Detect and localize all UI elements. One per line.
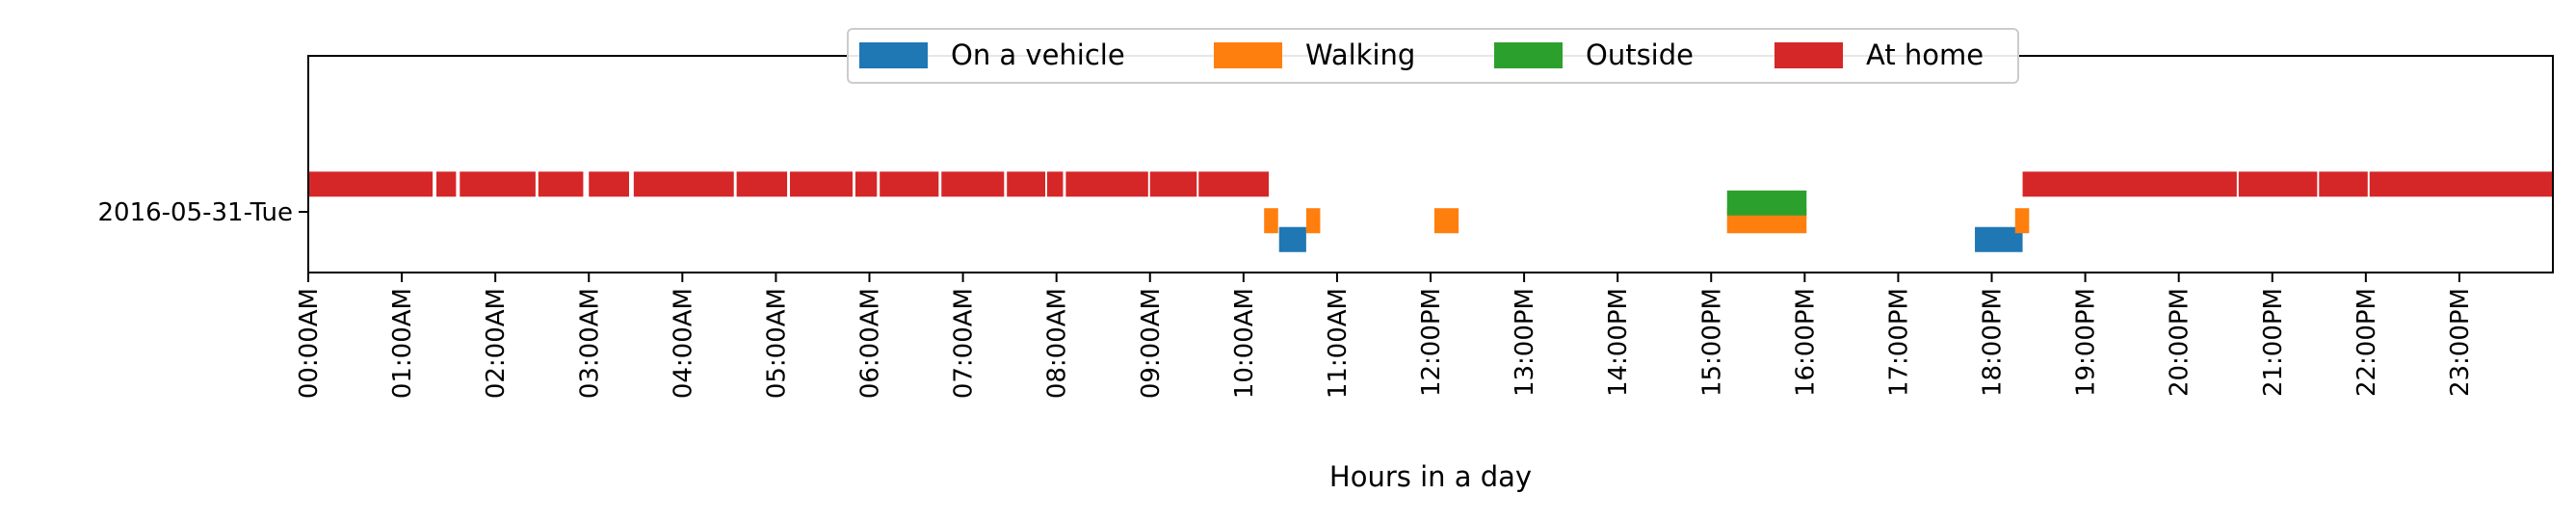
y-axis: 2016-05-31-Tue: [97, 198, 308, 227]
at-home-bar-6: [736, 171, 788, 197]
outside-bar-0: [1726, 190, 1807, 216]
x-axis: 00:00AM 01:00AM 02:00AM 03:00AM 04:00AM 05:00…: [295, 273, 2475, 399]
series-at-home: [308, 171, 2553, 197]
x-tick-label: 09:00AM: [1137, 288, 1166, 399]
legend-swatch: [1774, 42, 1843, 68]
at-home-bar-1: [436, 171, 457, 197]
x-tick-label: 02:00AM: [482, 288, 511, 399]
x-tick-label: 14:00PM: [1604, 288, 1633, 397]
walking-bar-0: [1264, 208, 1278, 234]
x-tick-label: 13:00PM: [1511, 288, 1539, 397]
legend-swatch: [1214, 42, 1282, 68]
x-tick-label: 03:00AM: [575, 288, 604, 399]
legend-label: Walking: [1305, 39, 1415, 71]
at-home-bar-15: [1198, 171, 1270, 197]
x-tick-label: 11:00AM: [1324, 288, 1353, 399]
series-on-a-vehicle: [1278, 226, 2023, 252]
x-tick-label: 19:00PM: [2072, 288, 2101, 397]
at-home-bar-16: [2022, 171, 2237, 197]
at-home-bar-10: [941, 171, 1005, 197]
legend-entry-outside: Outside: [1494, 39, 1694, 71]
x-tick-label: 20:00PM: [2166, 288, 2195, 397]
walking-bar-1: [1305, 208, 1321, 234]
at-home-bar-17: [2238, 171, 2318, 197]
at-home-bar-4: [589, 171, 629, 197]
at-home-bar-8: [854, 171, 878, 197]
at-home-bar-2: [460, 171, 536, 197]
x-tick-label: 21:00PM: [2259, 288, 2288, 397]
at-home-bar-0: [308, 171, 434, 197]
x-tick-label: 17:00PM: [1884, 288, 1913, 397]
legend-swatch: [1494, 42, 1563, 68]
legend-entry-at-home: At home: [1774, 39, 1984, 71]
x-tick-label: 05:00AM: [762, 288, 791, 399]
at-home-bar-3: [538, 171, 584, 197]
at-home-bar-11: [1007, 171, 1046, 197]
x-tick-label: 10:00AM: [1230, 288, 1259, 399]
on-a-vehicle-bar-0: [1278, 226, 1306, 252]
legend-swatch: [859, 42, 928, 68]
x-tick-label: 04:00AM: [669, 288, 697, 399]
legend-box: [847, 28, 2019, 84]
at-home-bar-9: [880, 171, 939, 197]
legend-label: Outside: [1586, 39, 1694, 71]
activity-bars: [308, 171, 2553, 252]
legend-label: On a vehicle: [951, 39, 1125, 71]
at-home-bar-19: [2369, 171, 2553, 197]
on-a-vehicle-bar-1: [1975, 226, 2023, 252]
x-tick-label: 15:00PM: [1697, 288, 1726, 397]
legend: On a vehicle Walking Outside At home: [847, 28, 2019, 84]
series-outside: [1726, 190, 1807, 216]
walking-bar-4: [2014, 208, 2030, 234]
x-tick-label: 12:00PM: [1417, 288, 1446, 397]
x-tick-label: 07:00AM: [950, 288, 979, 399]
x-axis-label: Hours in a day: [1329, 460, 1532, 493]
legend-entry-on-a-vehicle: On a vehicle: [859, 39, 1125, 71]
walking-bar-2: [1433, 208, 1459, 234]
x-tick-label: 16:00PM: [1791, 288, 1820, 397]
x-tick-label: 22:00PM: [2353, 288, 2381, 397]
legend-entry-walking: Walking: [1214, 39, 1415, 71]
plot-area: [308, 56, 2553, 273]
at-home-bar-12: [1046, 171, 1064, 197]
at-home-bar-7: [789, 171, 854, 197]
x-tick-label: 00:00AM: [295, 288, 324, 399]
at-home-bar-14: [1149, 171, 1197, 197]
x-tick-label: 08:00AM: [1043, 288, 1072, 399]
x-tick-label: 23:00PM: [2446, 288, 2475, 397]
plot-background: [308, 56, 2553, 273]
at-home-bar-18: [2319, 171, 2368, 197]
at-home-bar-5: [633, 171, 734, 197]
y-tick-label: 2016-05-31-Tue: [97, 198, 293, 227]
x-tick-label: 18:00PM: [1979, 288, 2008, 397]
x-tick-label: 06:00AM: [856, 288, 885, 399]
legend-label: At home: [1866, 39, 1984, 71]
x-tick-label: 01:00AM: [388, 288, 417, 399]
at-home-bar-13: [1065, 171, 1148, 197]
